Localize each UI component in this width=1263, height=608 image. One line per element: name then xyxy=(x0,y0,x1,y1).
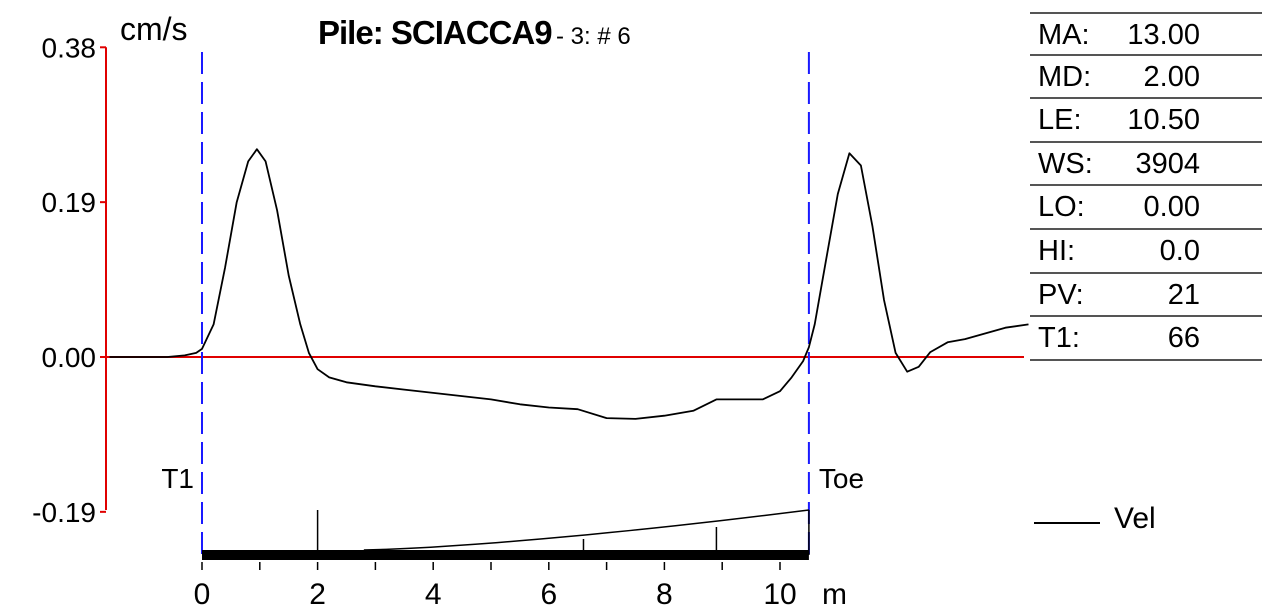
param-key: HI: xyxy=(1038,234,1076,267)
param-row-ma: MA: 13.00 xyxy=(1030,12,1262,56)
param-row-le: LE: 10.50 xyxy=(1030,99,1262,143)
y-tick-label: -0.19 xyxy=(32,497,96,528)
pile-profile-curve xyxy=(363,509,809,551)
param-value: 3904 xyxy=(1135,147,1200,180)
marker-label-t1: T1 xyxy=(161,463,194,494)
param-value: 21 xyxy=(1167,278,1200,311)
param-key: WS: xyxy=(1038,147,1093,180)
x-tick-label: 4 xyxy=(425,578,442,608)
param-row-hi: HI: 0.0 xyxy=(1030,230,1262,274)
parameter-table: MA: 13.00 MD: 2.00 LE: 10.50 WS: 3904 LO: 0.0… xyxy=(1030,12,1262,361)
y-unit-label: cm/s xyxy=(120,11,188,47)
param-value: 13.00 xyxy=(1127,19,1200,51)
y-tick-label: 0.00 xyxy=(42,342,97,373)
param-key: LO: xyxy=(1038,191,1085,224)
velocity-chart: 0.38 0.19 0.00 -0.19 cm/s T1 Toe 0 2 4 6 8 10 m xyxy=(32,11,1029,608)
y-tick-label: 0.19 xyxy=(42,187,97,218)
tick-labels: 0.38 0.19 0.00 -0.19 cm/s T1 Toe 0 2 4 6 8 10 m xyxy=(32,11,864,608)
chart-title: Pile: SCIACCA9 - 3: # 6 xyxy=(318,14,631,52)
x-tick-label: 10 xyxy=(763,578,796,608)
legend-label-vel: Vel xyxy=(1114,502,1156,535)
param-row-pv: PV: 21 xyxy=(1030,274,1262,318)
param-key: LE: xyxy=(1038,104,1082,137)
param-key: T1: xyxy=(1038,322,1080,355)
pile-base-bar xyxy=(202,550,809,560)
param-row-t1: T1: 66 xyxy=(1030,317,1262,361)
series-line-vel xyxy=(109,148,1029,420)
param-value: 66 xyxy=(1167,322,1200,355)
marker-label-toe: Toe xyxy=(819,463,864,494)
param-value: 2.00 xyxy=(1143,60,1200,93)
legend-line-vel xyxy=(1034,522,1100,524)
x-tick-label: 8 xyxy=(656,578,673,608)
series-layer xyxy=(109,148,1029,420)
y-tick-label: 0.38 xyxy=(42,32,97,63)
x-tick-label: 0 xyxy=(194,578,211,608)
param-value: 0.0 xyxy=(1159,234,1200,267)
chart-title-main: Pile: SCIACCA9 xyxy=(318,14,553,51)
param-key: MA: xyxy=(1038,19,1090,51)
x-unit-label: m xyxy=(822,578,847,608)
param-row-ws: WS: 3904 xyxy=(1030,143,1262,187)
param-key: PV: xyxy=(1038,278,1084,311)
chart-title-sub: - 3: # 6 xyxy=(556,23,631,50)
param-value: 10.50 xyxy=(1127,104,1200,137)
x-tick-label: 2 xyxy=(309,578,326,608)
pile-profile xyxy=(202,509,810,560)
param-key: MD: xyxy=(1038,60,1092,93)
param-row-md: MD: 2.00 xyxy=(1030,56,1262,100)
param-row-lo: LO: 0.00 xyxy=(1030,186,1262,230)
param-value: 0.00 xyxy=(1143,191,1200,224)
marker-lines xyxy=(201,52,810,562)
axes xyxy=(100,46,1024,570)
x-tick-label: 6 xyxy=(540,578,557,608)
